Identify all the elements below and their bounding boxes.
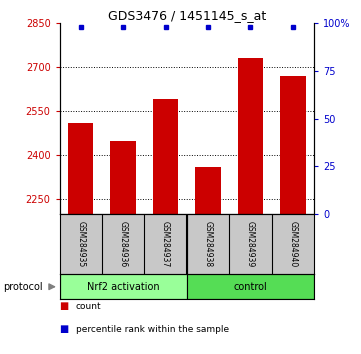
Bar (110, 141, 136, 214)
Bar (68, 123, 93, 214)
Text: Nrf2 activation: Nrf2 activation (87, 282, 160, 292)
Bar (280, 76, 305, 214)
Text: count: count (76, 302, 101, 311)
Bar (187, 274, 314, 299)
Text: ■: ■ (60, 301, 69, 311)
Bar (60, 274, 187, 299)
Bar (195, 167, 221, 214)
Text: GSM284939: GSM284939 (246, 221, 255, 267)
Bar (153, 99, 178, 214)
Text: GSM284936: GSM284936 (119, 221, 128, 267)
Text: protocol: protocol (4, 282, 43, 292)
Text: GSM284938: GSM284938 (204, 221, 213, 267)
Text: control: control (234, 282, 267, 292)
Text: GSM284940: GSM284940 (288, 221, 297, 267)
Text: ■: ■ (60, 324, 69, 334)
Title: GDS3476 / 1451145_s_at: GDS3476 / 1451145_s_at (108, 9, 266, 22)
Bar (238, 58, 263, 214)
Text: GSM284935: GSM284935 (76, 221, 85, 267)
Text: percentile rank within the sample: percentile rank within the sample (76, 325, 229, 334)
Text: GSM284937: GSM284937 (161, 221, 170, 267)
